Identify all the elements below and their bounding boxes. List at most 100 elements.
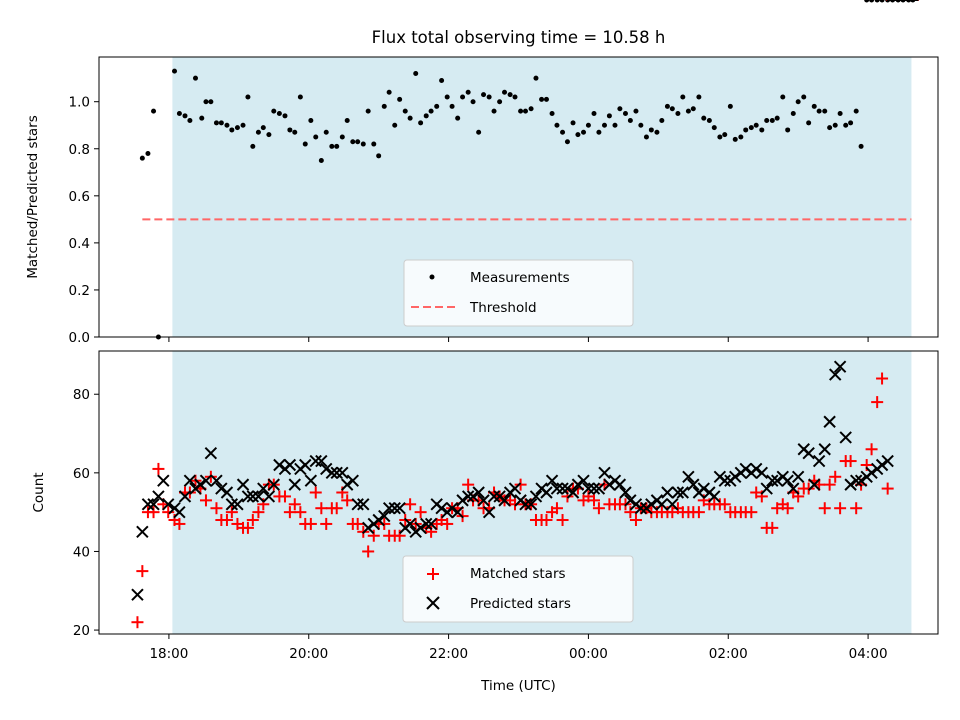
predicted-star-point [346, 474, 360, 487]
predicted-star-stroke [378, 509, 391, 523]
predicted-star-point [577, 474, 590, 487]
predicted-star-stroke [645, 498, 658, 511]
predicted-star-point [435, 502, 448, 515]
measurement-point [439, 78, 445, 84]
predicted-star-stroke [382, 502, 396, 515]
measurement-point [381, 103, 387, 109]
predicted-star-point [666, 498, 679, 511]
predicted-star-stroke [472, 486, 485, 499]
measurement-point [444, 94, 450, 100]
predicted-stars-series [131, 0, 919, 601]
predicted-star-stroke [603, 478, 616, 491]
predicted-star-stroke [357, 498, 370, 511]
predicted-star-point [403, 517, 417, 531]
matched-star-point [718, 498, 731, 511]
measurement-point [418, 120, 424, 126]
predicted-star-stroke [708, 490, 721, 503]
predicted-star-stroke [131, 588, 144, 601]
predicted-star-stroke [849, 474, 863, 487]
measurement-point [806, 120, 812, 126]
predicted-star-point [823, 415, 836, 428]
measurement-point [182, 113, 188, 119]
predicted-star-point [755, 466, 769, 480]
predicted-star-point [173, 505, 186, 519]
matched-star-point [509, 498, 522, 511]
measurement-point [323, 129, 329, 135]
matched-star-point [152, 462, 165, 475]
predicted-star-stroke [346, 474, 360, 487]
measurement-point [502, 89, 508, 95]
predicted-star-point [388, 502, 401, 515]
predicted-star-point [624, 494, 637, 507]
measurement-point [255, 129, 261, 135]
matched-star-point [309, 486, 322, 499]
predicted-star-stroke [487, 490, 501, 503]
predicted-star-point [697, 482, 710, 495]
measurement-point [360, 141, 366, 147]
predicted-star-point [262, 490, 276, 503]
count-y-tick-label: 60 [73, 466, 90, 482]
predicted-star-stroke [823, 415, 836, 428]
measurement-point [151, 108, 157, 114]
measurement-point [208, 99, 214, 105]
measurement-point [497, 99, 503, 105]
predicted-star-point [424, 517, 438, 531]
measurement-point [476, 129, 482, 135]
ratio-y-tick-label: 0.2 [69, 283, 90, 299]
measurement-point [764, 118, 770, 124]
measurement-point [858, 143, 864, 149]
predicted-star-point [393, 502, 406, 515]
measurement-point [669, 106, 675, 112]
measurement-point [664, 103, 670, 109]
predicted-star-point [881, 454, 894, 468]
predicted-star-point [267, 478, 280, 491]
measurement-point [423, 113, 429, 119]
measurement-point [297, 94, 303, 100]
count-legend: Matched stars Predicted stars [402, 555, 634, 623]
matched-star-point [246, 514, 259, 527]
matched-star-point [315, 502, 328, 515]
measurement-point [245, 94, 251, 100]
measurement-point [606, 113, 612, 119]
measurement-point [738, 134, 744, 140]
predicted-star-point [241, 490, 255, 503]
predicted-star-point [257, 482, 270, 495]
predicted-star-stroke [787, 482, 800, 495]
measurement-point [282, 113, 288, 119]
predicted-star-stroke [519, 498, 532, 511]
predicted-star-point [482, 505, 496, 519]
predicted-star-stroke [613, 478, 627, 491]
measurement-point [145, 150, 151, 156]
ratio-panel: 0.0 0.2 0.4 0.6 0.8 1.0 Matched/Predicted sta… [25, 0, 939, 346]
predicted-star-stroke [215, 482, 228, 495]
matched-star-point [540, 514, 553, 527]
matched-star-point [283, 506, 296, 519]
legend-matched-marker [427, 568, 439, 580]
predicted-star-point [215, 482, 228, 495]
measurement-point [864, 0, 870, 3]
predicted-star-point [304, 474, 318, 487]
predicted-star-stroke [451, 505, 464, 519]
ratio-y-axis-label: Matched/Predicted stars [25, 115, 41, 278]
predicted-star-point [382, 502, 396, 515]
measurement-point [701, 115, 707, 121]
predicted-star-point [592, 482, 606, 495]
predicted-star-stroke [456, 494, 469, 507]
predicted-star-point [361, 521, 375, 535]
predicted-star-stroke [829, 368, 842, 381]
predicted-star-stroke [288, 478, 301, 491]
matched-star-point [624, 506, 637, 519]
ratio-legend-box [403, 259, 634, 327]
predicted-star-stroke [424, 517, 438, 531]
matched-star-point [320, 517, 333, 530]
matched-star-point [818, 502, 831, 515]
predicted-star-point [225, 498, 239, 511]
predicted-star-stroke [220, 486, 234, 499]
predicted-star-point [791, 470, 805, 483]
predicted-star-stroke [750, 462, 763, 476]
matched-star-point [362, 545, 375, 558]
predicted-star-point [634, 502, 648, 515]
measurement-point [224, 122, 230, 128]
predicted-star-stroke [571, 478, 585, 491]
measurement-point [790, 110, 796, 116]
